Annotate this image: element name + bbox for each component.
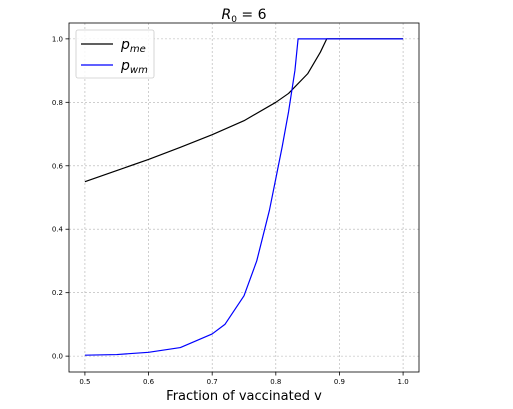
legend-box [75, 29, 155, 79]
y-tick-label: 0.4 [52, 226, 64, 234]
chart-title-sub: 0 [231, 15, 237, 25]
legend-label-pwm-sub: wm [130, 65, 148, 76]
series-lines [84, 38, 404, 356]
x-tick-label: 0.9 [334, 378, 345, 386]
y-tick-label: 1.0 [52, 35, 63, 43]
chart-title: R0 = 6 [221, 7, 266, 25]
series-line-p-wm [84, 38, 404, 356]
legend-label-pwm-main: p [120, 58, 130, 74]
y-tick-label: 0.2 [52, 289, 63, 297]
legend: pme pwm [75, 29, 155, 79]
y-tick-label: 0.8 [52, 99, 63, 107]
x-tick-label: 0.6 [143, 378, 155, 386]
legend-label-pme-main: p [120, 37, 130, 53]
legend-label-pwm: pwm [120, 58, 148, 76]
x-tick-label: 0.5 [79, 378, 90, 386]
x-axis-label: Fraction of vaccinated v [166, 389, 322, 404]
x-tick-label: 1.0 [398, 378, 409, 386]
plot-frame [68, 22, 420, 373]
x-tick-label: 0.7 [207, 378, 218, 386]
axis-ticks: 0.5 0.6 0.7 0.8 0.9 1.0 0.0 0.2 0.4 0.6 0.8 1.0 [52, 35, 409, 386]
legend-label-pme: pme [120, 37, 146, 55]
chart-title-main: R [221, 7, 231, 23]
x-tick-label: 0.8 [270, 378, 281, 386]
y-tick-label: 0.0 [52, 353, 63, 361]
legend-label-pme-sub: me [130, 44, 146, 55]
chart-title-rest: = 6 [237, 7, 267, 23]
y-tick-label: 0.6 [52, 162, 64, 170]
